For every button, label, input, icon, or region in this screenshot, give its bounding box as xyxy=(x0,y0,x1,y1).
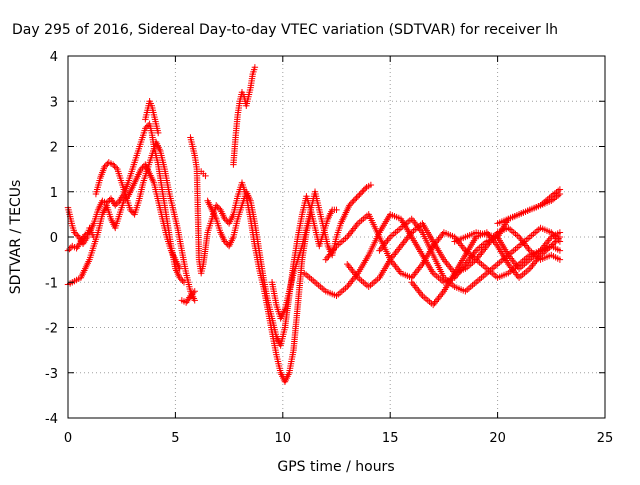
data-series xyxy=(178,288,198,306)
data-point-interp xyxy=(549,241,556,248)
data-point xyxy=(359,188,366,195)
data-point xyxy=(176,265,183,272)
data-point-interp xyxy=(214,203,221,211)
data-point-interp xyxy=(347,200,355,208)
y-tick-label: 2 xyxy=(50,141,58,156)
y-tick-label: 1 xyxy=(50,186,58,201)
data-point-interp xyxy=(112,164,120,171)
data-series xyxy=(230,64,259,168)
data-point xyxy=(112,202,119,209)
data-point-interp xyxy=(361,185,369,192)
y-axis-title: SDTVAR / TECUs xyxy=(8,180,24,295)
data-layer xyxy=(64,64,564,385)
data-point xyxy=(333,206,340,214)
data-point-interp xyxy=(188,291,196,298)
data-series xyxy=(92,138,198,304)
data-point xyxy=(176,274,183,281)
data-point xyxy=(187,292,194,300)
data-point-interp xyxy=(128,208,135,215)
y-tick-label: 4 xyxy=(50,50,58,65)
data-point-interp xyxy=(114,199,122,206)
x-tick-label: 25 xyxy=(597,431,614,446)
data-point-interp xyxy=(357,190,365,197)
y-tick-label: -1 xyxy=(45,276,58,291)
data-point-interp xyxy=(555,235,562,242)
data-point-interp xyxy=(215,205,223,212)
x-tick-label: 10 xyxy=(275,431,292,446)
data-point-interp xyxy=(351,196,359,203)
data-point-interp xyxy=(353,194,360,201)
data-point xyxy=(354,193,362,200)
data-point xyxy=(556,190,564,198)
data-point-interp xyxy=(102,162,110,169)
data-point xyxy=(556,256,564,263)
y-tick-label: 0 xyxy=(50,231,58,246)
data-point xyxy=(202,172,209,180)
data-series xyxy=(451,186,564,245)
x-tick-label: 0 xyxy=(64,431,72,446)
data-point xyxy=(109,161,117,168)
data-point xyxy=(350,197,357,204)
data-point-interp xyxy=(143,123,150,131)
data-point-interp xyxy=(553,236,561,244)
data-point-interp xyxy=(356,191,363,198)
data-point xyxy=(101,163,108,171)
data-point xyxy=(213,202,220,209)
x-tick-label: 15 xyxy=(382,431,399,446)
data-point xyxy=(556,233,564,241)
data-series xyxy=(494,190,564,227)
data-point xyxy=(127,206,134,214)
y-tick-label: -3 xyxy=(45,367,58,382)
data-point xyxy=(221,215,228,223)
tick-layer: 0 5 10 15 20 25 -4 -3 -2 -1 0 1 2 3 4 xyxy=(45,50,613,446)
data-series xyxy=(376,215,564,295)
data-point-interp xyxy=(550,232,558,239)
data-point-interp xyxy=(177,276,185,283)
x-tick-label: 20 xyxy=(489,431,506,446)
data-point xyxy=(71,229,78,236)
x-axis-title: GPS time / hours xyxy=(277,459,394,475)
data-point-interp xyxy=(74,232,81,239)
data-point xyxy=(191,288,198,295)
x-tick-label: 5 xyxy=(171,431,179,446)
data-point xyxy=(191,297,198,304)
data-point-interp xyxy=(223,239,230,247)
data-point-interp xyxy=(113,200,120,208)
data-point xyxy=(251,64,259,71)
data-point xyxy=(142,125,149,132)
data-series xyxy=(142,98,162,137)
data-point-interp xyxy=(549,230,556,238)
chart-title: Day 295 of 2016, Sidereal Day-to-day VTE… xyxy=(12,22,558,38)
data-point-interp xyxy=(360,187,367,194)
data-point-interp xyxy=(179,277,186,284)
data-point xyxy=(548,242,555,250)
data-point xyxy=(367,181,375,189)
data-point xyxy=(556,247,564,254)
data-point xyxy=(137,165,145,173)
data-point-interp xyxy=(66,245,73,253)
data-point xyxy=(155,129,162,137)
y-tick-label: -2 xyxy=(45,322,58,337)
data-point-interp xyxy=(550,239,558,247)
data-point-interp xyxy=(223,217,230,224)
y-tick-label: -4 xyxy=(45,412,58,427)
data-point-interp xyxy=(72,230,80,238)
y-tick-label: 3 xyxy=(50,95,58,110)
data-series xyxy=(268,181,375,322)
data-point-interp xyxy=(111,162,118,170)
data-point-interp xyxy=(552,238,559,245)
data-point xyxy=(221,238,228,245)
data-point xyxy=(548,229,555,236)
data-point-interp xyxy=(349,199,356,206)
data-series xyxy=(197,168,209,180)
data-point-interp xyxy=(190,289,197,297)
data-point xyxy=(346,202,353,209)
data-point-interp xyxy=(139,164,146,171)
